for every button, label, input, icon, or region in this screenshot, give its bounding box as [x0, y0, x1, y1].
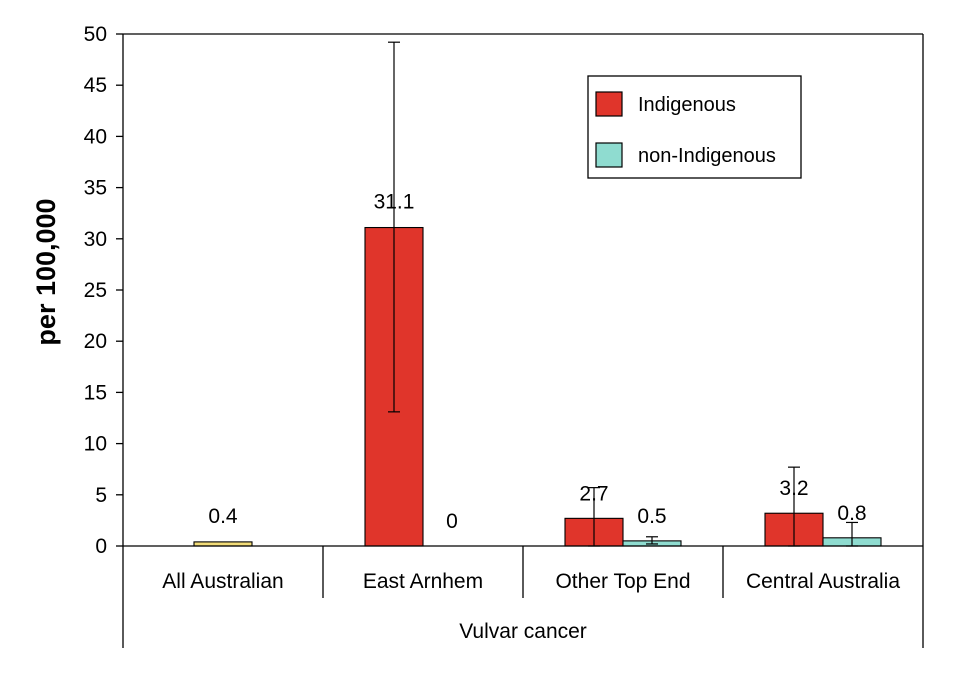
y-tick-label-45: 45: [84, 74, 107, 97]
plot-frame: [123, 33, 924, 546]
x-tick-label-east-arnhem: East Arnhem: [363, 570, 483, 593]
y-axis-label: per 100,000: [31, 198, 61, 345]
y-axis: 0 5 10 15 20 25 30 35 40 45 50: [84, 23, 124, 558]
y-tick-label-35: 35: [84, 177, 107, 200]
data-label-non-indigenous-east-arnhem: 0: [446, 510, 458, 533]
y-tick-label-0: 0: [95, 535, 107, 558]
y-tick-label-50: 50: [84, 23, 107, 46]
y-tick-label-40: 40: [84, 125, 107, 148]
x-tick-label-all-australian: All Australian: [162, 570, 283, 593]
x-tick-label-other-top-end: Other Top End: [555, 570, 690, 593]
legend-swatch-non-indigenous: [595, 142, 623, 168]
legend: Indigenous non-Indigenous: [587, 75, 802, 179]
data-label-indigenous-other-top-end: 2.7: [579, 482, 608, 505]
data-label-indigenous-all-australian: 0.4: [208, 505, 238, 528]
data-label-indigenous-central-australia: 3.2: [779, 477, 808, 500]
legend-swatch-indigenous: [595, 91, 623, 117]
legend-label-non-indigenous: non-Indigenous: [638, 145, 776, 167]
data-labels: 0.4 31.1 0 2.7 0.5 3.2 0.8: [208, 191, 866, 533]
x-tick-label-central-australia: Central Australia: [746, 570, 900, 593]
legend-label-indigenous: Indigenous: [638, 94, 736, 116]
y-tick-label-5: 5: [95, 484, 107, 507]
y-tick-label-30: 30: [84, 228, 107, 251]
data-label-non-indigenous-central-australia: 0.8: [837, 502, 866, 525]
data-label-indigenous-east-arnhem: 31.1: [374, 191, 415, 214]
y-tick-label-15: 15: [84, 381, 107, 404]
x-axis: All Australian East Arnhem Other Top End Ce…: [122, 545, 924, 648]
data-label-non-indigenous-other-top-end: 0.5: [637, 505, 666, 528]
y-tick-label-10: 10: [84, 433, 107, 456]
x-axis-label: Vulvar cancer: [459, 620, 587, 643]
y-tick-label-20: 20: [84, 330, 107, 353]
bars: [193, 226, 882, 547]
y-tick-label-25: 25: [84, 279, 107, 302]
